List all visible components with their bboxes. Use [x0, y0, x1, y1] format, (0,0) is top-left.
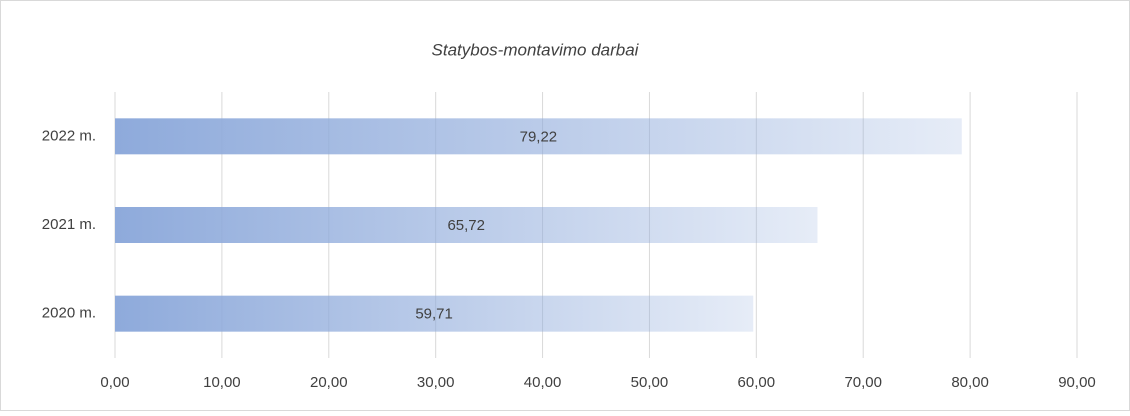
x-tick-label: 40,00 [524, 374, 562, 391]
x-tick-label: 0,00 [100, 374, 129, 391]
y-tick-label: 2022 m. [42, 127, 96, 144]
bar [115, 295, 754, 332]
data-label: 65,72 [447, 217, 485, 234]
bar [115, 118, 962, 155]
x-tick-label: 60,00 [738, 374, 776, 391]
x-tick-label: 80,00 [951, 374, 989, 391]
data-label: 79,22 [520, 128, 558, 145]
bar [115, 207, 818, 243]
x-tick-label: 70,00 [844, 374, 882, 391]
data-label: 59,71 [415, 306, 453, 323]
y-tick-label: 2020 m. [42, 305, 96, 322]
x-tick-label: 50,00 [631, 374, 669, 391]
y-tick-label: 2021 m. [42, 216, 96, 233]
x-tick-label: 20,00 [310, 374, 348, 391]
x-tick-label: 10,00 [203, 374, 241, 391]
x-tick-label: 30,00 [417, 374, 455, 391]
x-tick-label: 90,00 [1058, 374, 1096, 391]
chart-title: Statybos-montavimo darbai [432, 40, 640, 59]
